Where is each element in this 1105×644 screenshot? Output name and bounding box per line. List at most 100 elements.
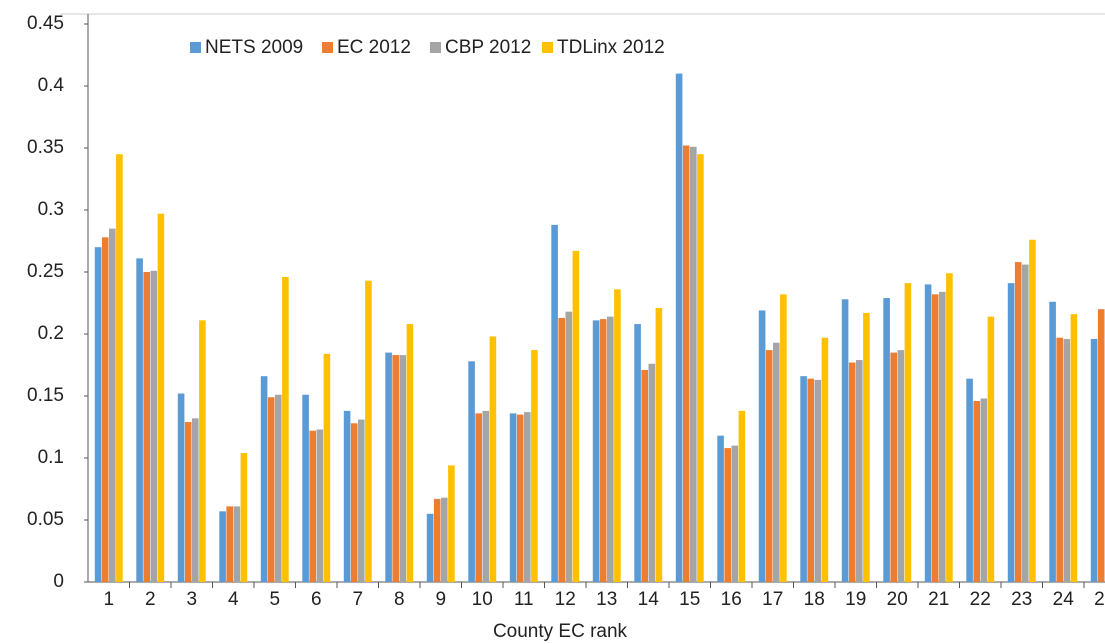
bar xyxy=(883,298,890,582)
bar xyxy=(1063,338,1071,582)
bar xyxy=(675,73,683,582)
bar xyxy=(724,448,731,582)
bar xyxy=(475,413,482,582)
bar xyxy=(1014,262,1022,582)
bar xyxy=(780,294,787,582)
y-tick-label: 0.3 xyxy=(38,199,64,220)
bar xyxy=(489,336,497,582)
bar xyxy=(551,224,558,582)
y-tick-label: 0.45 xyxy=(27,13,64,34)
bar xyxy=(1097,309,1105,582)
x-tick-label: 12 xyxy=(555,589,576,610)
legend-swatch xyxy=(190,42,201,53)
legend-label: TDLinx 2012 xyxy=(557,37,665,58)
bar xyxy=(260,376,268,582)
bar xyxy=(1007,283,1015,582)
bar xyxy=(648,363,656,582)
bar xyxy=(731,445,739,582)
bar xyxy=(607,316,614,582)
x-tick-label: 19 xyxy=(845,589,866,610)
x-tick-label: 22 xyxy=(970,589,991,610)
bar xyxy=(94,247,102,582)
bar xyxy=(572,250,580,583)
bar xyxy=(738,410,746,582)
bar xyxy=(841,299,849,582)
x-tick-label: 20 xyxy=(887,589,908,610)
x-tick-label: 10 xyxy=(472,589,493,610)
legend-swatch xyxy=(430,42,441,53)
bar xyxy=(150,270,158,582)
bar xyxy=(282,276,289,582)
bar xyxy=(634,324,641,582)
bar xyxy=(392,355,399,582)
bar xyxy=(973,400,980,582)
y-tick-label: 0 xyxy=(53,571,64,592)
y-tick-label: 0.4 xyxy=(38,75,65,96)
y-tick-label: 0.35 xyxy=(27,137,64,158)
bar xyxy=(406,324,414,582)
bar xyxy=(323,353,331,582)
bar xyxy=(116,154,123,582)
bar xyxy=(931,294,939,582)
bar xyxy=(309,430,316,582)
bar xyxy=(863,312,870,582)
legend-swatch xyxy=(542,42,553,53)
y-tick-label: 0.1 xyxy=(38,447,64,468)
x-tick-label: 18 xyxy=(804,589,825,610)
bar xyxy=(468,361,475,582)
y-tick-label: 0.2 xyxy=(38,323,64,344)
bar xyxy=(177,393,185,582)
bar xyxy=(399,355,407,582)
x-tick-label: 25 xyxy=(1094,589,1105,610)
y-tick-label: 0.25 xyxy=(27,261,64,282)
bar xyxy=(946,273,953,582)
bar xyxy=(758,310,766,582)
bar xyxy=(482,410,490,582)
x-tick-label: 7 xyxy=(352,589,363,610)
bar xyxy=(531,350,538,582)
bar xyxy=(426,513,434,582)
bar xyxy=(856,360,863,582)
bar xyxy=(980,398,988,582)
bar xyxy=(219,511,226,582)
bar xyxy=(904,283,912,582)
bar xyxy=(1056,337,1063,582)
x-tick-label: 8 xyxy=(394,589,405,610)
bar xyxy=(717,435,724,582)
bar xyxy=(655,307,663,582)
bar xyxy=(1022,264,1029,582)
bar xyxy=(897,350,905,582)
bar xyxy=(365,280,372,582)
bar xyxy=(302,394,309,582)
bar xyxy=(343,410,351,582)
legend-label: EC 2012 xyxy=(337,37,411,58)
x-tick-label: 5 xyxy=(269,589,280,610)
x-tick-label: 2 xyxy=(145,589,156,610)
bar xyxy=(316,429,324,582)
bar xyxy=(614,289,621,582)
bar xyxy=(109,228,116,582)
bar xyxy=(814,379,822,582)
x-tick-label: 3 xyxy=(186,589,197,610)
bar xyxy=(385,352,392,582)
x-tick-label: 13 xyxy=(596,589,617,610)
bar xyxy=(807,378,814,582)
bar xyxy=(233,506,241,582)
bar xyxy=(599,319,607,582)
bar xyxy=(275,394,282,582)
legend-label: NETS 2009 xyxy=(205,37,303,58)
bar xyxy=(1070,314,1078,582)
bar xyxy=(592,320,600,582)
bar xyxy=(199,320,206,582)
bar xyxy=(101,237,109,582)
bar xyxy=(987,316,995,582)
bar xyxy=(848,362,856,582)
bar xyxy=(267,397,275,582)
x-tick-label: 9 xyxy=(435,589,446,610)
bar xyxy=(143,272,150,582)
bar xyxy=(690,146,697,582)
bar xyxy=(1029,239,1036,582)
x-tick-label: 24 xyxy=(1053,589,1075,610)
x-tick-label: 1 xyxy=(103,589,114,610)
